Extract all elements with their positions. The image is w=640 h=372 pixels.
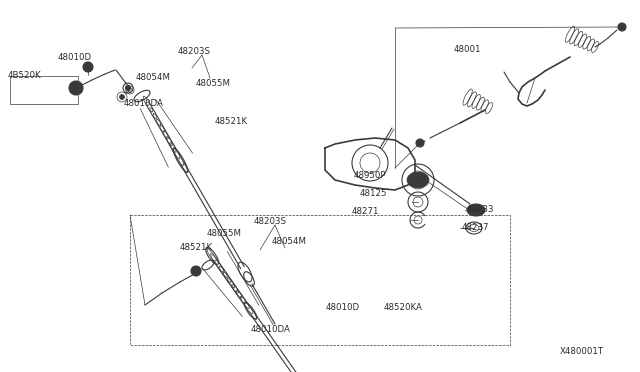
- Ellipse shape: [407, 172, 429, 188]
- Text: 48055M: 48055M: [207, 230, 242, 238]
- Text: 48520KA: 48520KA: [384, 302, 423, 311]
- Text: 48233: 48233: [467, 205, 495, 215]
- Text: 48010DA: 48010DA: [251, 326, 291, 334]
- Bar: [130, 215, 510, 345]
- Text: 48054M: 48054M: [272, 237, 307, 247]
- Text: 48010DA: 48010DA: [124, 99, 164, 108]
- Bar: [10, 76, 78, 104]
- Ellipse shape: [467, 204, 485, 216]
- Text: X480001T: X480001T: [560, 347, 604, 356]
- Text: 48203S: 48203S: [254, 218, 287, 227]
- Circle shape: [69, 81, 83, 95]
- Text: 48010D: 48010D: [58, 54, 92, 62]
- Circle shape: [120, 94, 125, 99]
- Text: 48521K: 48521K: [180, 243, 213, 251]
- Circle shape: [191, 266, 201, 276]
- Text: 48001: 48001: [454, 45, 481, 55]
- Circle shape: [618, 23, 626, 31]
- Text: 48203S: 48203S: [178, 48, 211, 57]
- Circle shape: [83, 62, 93, 72]
- Text: 48950P: 48950P: [354, 170, 387, 180]
- Circle shape: [73, 85, 79, 91]
- Text: 48054M: 48054M: [136, 73, 171, 81]
- Text: 4B520K: 4B520K: [8, 71, 42, 80]
- Text: 48010D: 48010D: [326, 302, 360, 311]
- Circle shape: [416, 139, 424, 147]
- Text: 48055M: 48055M: [196, 80, 231, 89]
- Text: 48125: 48125: [360, 189, 387, 199]
- Text: 48271: 48271: [352, 206, 380, 215]
- Circle shape: [125, 86, 131, 90]
- Text: 48237: 48237: [462, 222, 490, 231]
- Text: 48521K: 48521K: [215, 118, 248, 126]
